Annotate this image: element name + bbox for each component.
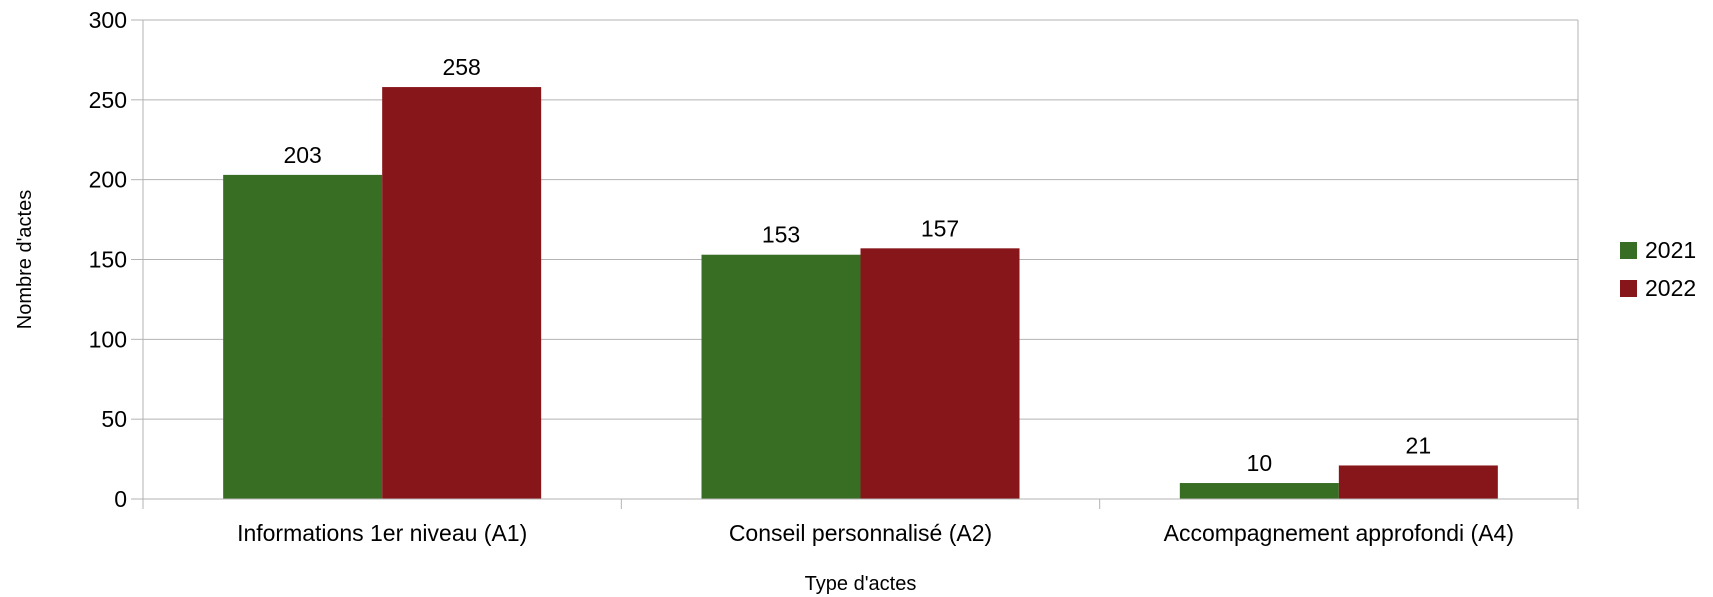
y-tick-labels: 0 50 100 150 200 250 300 (89, 7, 127, 512)
category-label: Accompagnement approfondi (A4) (1164, 520, 1514, 546)
axes (131, 19, 1579, 509)
legend: 2021 2022 (1620, 237, 1696, 301)
bar (223, 174, 383, 500)
bar (860, 248, 1020, 499)
bar (382, 87, 542, 499)
y-tick-label: 300 (89, 7, 127, 33)
data-label: 153 (762, 222, 800, 248)
bar (1179, 483, 1339, 499)
legend-label: 2021 (1645, 237, 1696, 263)
data-label: 258 (442, 54, 480, 80)
category-labels: Informations 1er niveau (A1) Conseil pers… (237, 520, 1514, 546)
data-label: 157 (921, 215, 959, 241)
y-tick-label: 250 (89, 87, 127, 113)
y-axis-title: Nombre d'actes (14, 190, 36, 329)
y-tick-label: 100 (89, 326, 127, 352)
category-label: Conseil personnalisé (A2) (729, 520, 992, 546)
category-label: Informations 1er niveau (A1) (237, 520, 527, 546)
y-tick-label: 150 (89, 247, 127, 273)
bar (1338, 465, 1498, 499)
bars (223, 87, 1498, 500)
data-label: 203 (283, 142, 321, 168)
data-label: 21 (1406, 432, 1432, 458)
legend-swatch (1620, 280, 1637, 297)
legend-label: 2022 (1645, 275, 1696, 301)
x-axis-title: Type d'actes (805, 573, 917, 595)
y-tick-label: 200 (89, 167, 127, 193)
legend-swatch (1620, 242, 1637, 259)
y-tick-label: 50 (101, 406, 127, 432)
data-label: 10 (1247, 450, 1273, 476)
y-tick-label: 0 (114, 486, 127, 512)
data-labels: 203 258 153 157 10 21 (283, 54, 1431, 476)
bar (701, 254, 861, 499)
